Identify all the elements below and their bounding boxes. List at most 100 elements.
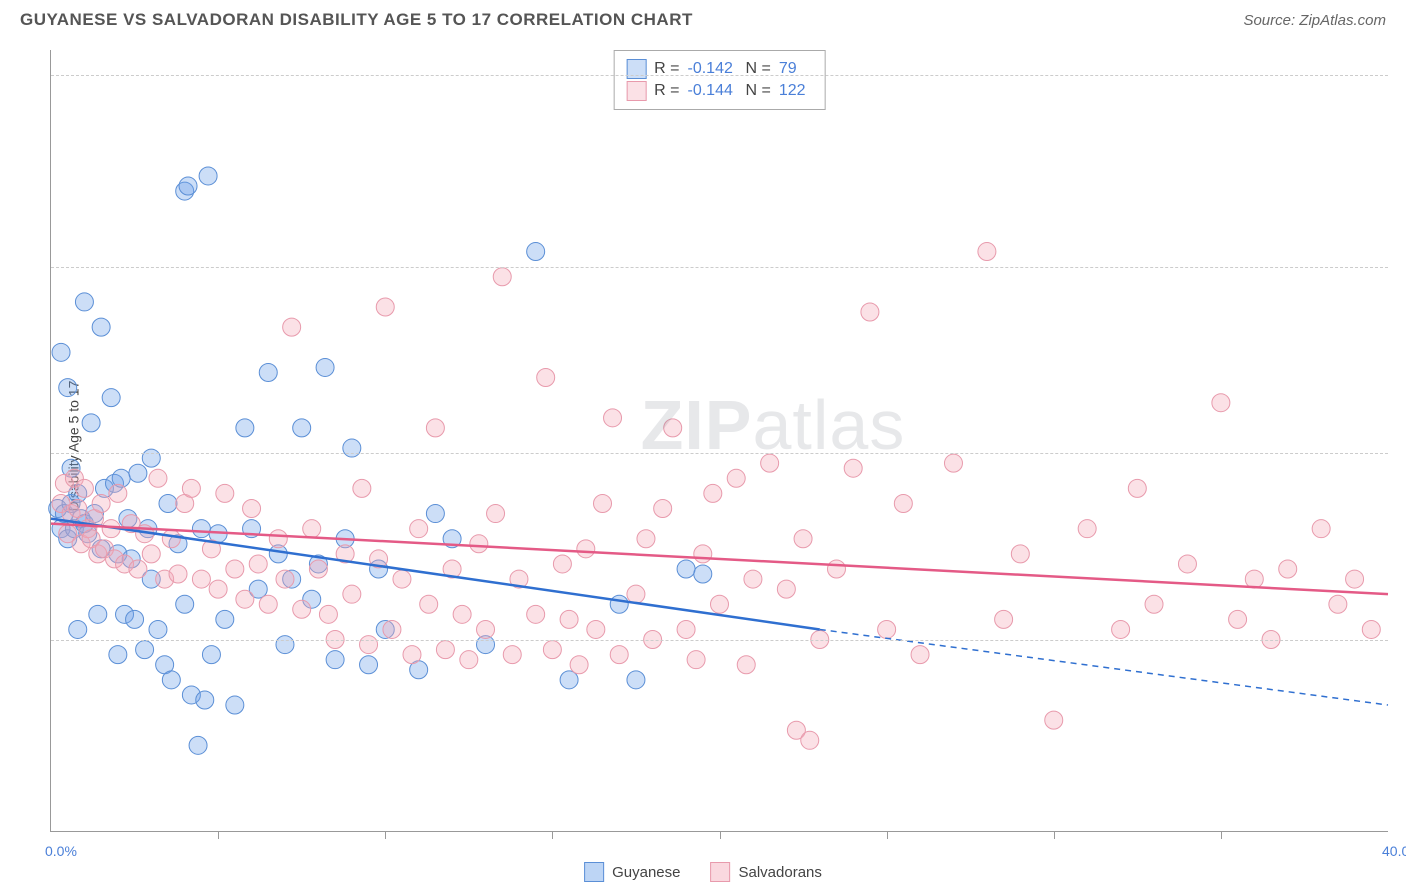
data-point xyxy=(604,409,622,427)
chart-plot-area: ZIPatlas R =-0.142N =79R =-0.144N =122 3… xyxy=(50,50,1388,832)
x-tick xyxy=(385,831,386,839)
data-point xyxy=(794,530,812,548)
data-point xyxy=(149,469,167,487)
legend-label: Guyanese xyxy=(612,864,680,881)
data-point xyxy=(276,636,294,654)
data-point xyxy=(704,484,722,502)
legend: GuyaneseSalvadorans xyxy=(584,862,822,882)
data-point xyxy=(259,595,277,613)
data-point xyxy=(236,419,254,437)
data-point xyxy=(236,590,254,608)
data-point xyxy=(69,620,87,638)
data-point xyxy=(694,545,712,563)
data-point xyxy=(376,298,394,316)
data-point xyxy=(487,505,505,523)
data-point xyxy=(269,530,287,548)
data-point xyxy=(844,459,862,477)
scatter-plot-svg xyxy=(51,50,1388,831)
data-point xyxy=(737,656,755,674)
data-point xyxy=(1212,394,1230,412)
data-point xyxy=(594,494,612,512)
stats-row: R =-0.144N =122 xyxy=(626,81,813,101)
x-tick xyxy=(887,831,888,839)
data-point xyxy=(52,343,70,361)
data-point xyxy=(560,610,578,628)
data-point xyxy=(69,500,87,518)
gridline xyxy=(51,267,1388,268)
data-point xyxy=(92,494,110,512)
data-point xyxy=(744,570,762,588)
data-point xyxy=(249,555,267,573)
data-point xyxy=(878,620,896,638)
data-point xyxy=(109,646,127,664)
data-point xyxy=(1078,520,1096,538)
data-point xyxy=(1362,620,1380,638)
data-point xyxy=(677,620,695,638)
data-point xyxy=(537,369,555,387)
data-point xyxy=(343,585,361,603)
data-point xyxy=(503,646,521,664)
data-point xyxy=(403,646,421,664)
data-point xyxy=(420,595,438,613)
data-point xyxy=(995,610,1013,628)
x-tick-label: 40.0% xyxy=(1382,843,1406,859)
data-point xyxy=(664,419,682,437)
data-point xyxy=(1128,479,1146,497)
data-point xyxy=(1279,560,1297,578)
data-point xyxy=(527,243,545,261)
data-point xyxy=(894,494,912,512)
data-point xyxy=(189,736,207,754)
data-point xyxy=(226,560,244,578)
legend-swatch xyxy=(584,862,604,882)
data-point xyxy=(162,530,180,548)
series-swatch xyxy=(626,81,646,101)
data-point xyxy=(687,651,705,669)
data-point xyxy=(527,605,545,623)
x-tick xyxy=(552,831,553,839)
x-tick-label: 0.0% xyxy=(45,843,77,859)
data-point xyxy=(259,363,277,381)
data-point xyxy=(801,731,819,749)
data-point xyxy=(570,656,588,674)
data-point xyxy=(142,545,160,563)
data-point xyxy=(637,530,655,548)
data-point xyxy=(777,580,795,598)
data-point xyxy=(293,600,311,618)
gridline xyxy=(51,640,1388,641)
data-point xyxy=(677,560,695,578)
data-point xyxy=(360,636,378,654)
data-point xyxy=(978,243,996,261)
data-point xyxy=(493,268,511,286)
data-point xyxy=(129,560,147,578)
data-point xyxy=(944,454,962,472)
data-point xyxy=(196,691,214,709)
data-point xyxy=(216,610,234,628)
data-point xyxy=(577,540,595,558)
data-point xyxy=(182,479,200,497)
data-point xyxy=(861,303,879,321)
data-point xyxy=(159,494,177,512)
data-point xyxy=(343,439,361,457)
stat-label: N = xyxy=(746,82,771,100)
data-point xyxy=(316,358,334,376)
data-point xyxy=(176,595,194,613)
data-point xyxy=(694,565,712,583)
data-point xyxy=(226,696,244,714)
gridline xyxy=(51,75,1388,76)
data-point xyxy=(353,479,371,497)
stat-label: R = xyxy=(654,82,679,100)
data-point xyxy=(1229,610,1247,628)
data-point xyxy=(560,671,578,689)
data-point xyxy=(142,449,160,467)
chart-source: Source: ZipAtlas.com xyxy=(1243,12,1386,29)
data-point xyxy=(59,379,77,397)
data-point xyxy=(827,560,845,578)
data-point xyxy=(426,505,444,523)
data-point xyxy=(216,484,234,502)
data-point xyxy=(92,318,110,336)
data-point xyxy=(276,570,294,588)
data-point xyxy=(436,641,454,659)
x-tick xyxy=(1054,831,1055,839)
gridline xyxy=(51,453,1388,454)
data-point xyxy=(309,560,327,578)
